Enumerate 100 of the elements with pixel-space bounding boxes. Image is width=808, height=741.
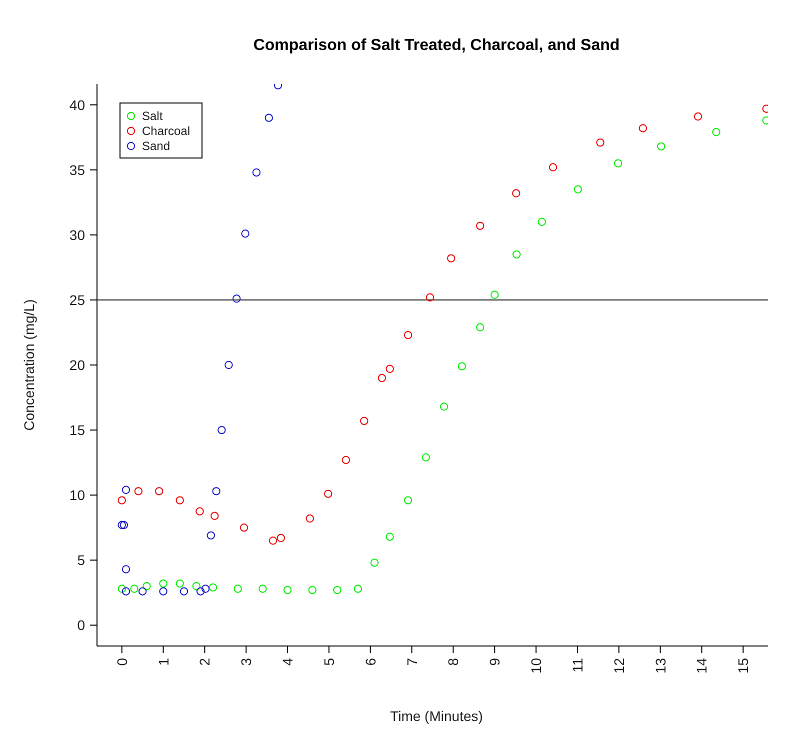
point [512,250,521,259]
y-tick-label: 5 [77,552,86,568]
point [458,362,466,370]
x-tick-label: 1 [155,658,172,666]
x-tick-label: 0 [114,658,130,666]
point [378,374,386,382]
x-tick-label: 9 [486,658,503,666]
point [657,142,666,151]
point [354,584,362,593]
point [122,587,130,596]
point [283,586,292,594]
point [120,520,128,530]
point [232,294,241,303]
point [196,587,205,596]
point [276,534,286,542]
point [212,487,220,496]
x-tick-label: 6 [362,658,378,666]
point [638,124,648,132]
point [476,323,484,332]
legend-label: Sand [142,139,170,153]
point [241,230,250,238]
point [386,364,394,374]
x-tick-label: 8 [445,658,462,666]
point [130,584,138,593]
point [548,163,558,172]
point [386,532,394,541]
point [118,584,126,593]
chart-title: Comparison of Salt Treated, Charcoal, and Sand [253,37,620,54]
point [122,486,130,494]
point [324,490,332,498]
point [404,330,412,340]
y-tick-label: 30 [69,226,86,243]
point [176,579,184,588]
x-tick-label: 13 [652,658,668,674]
y-tick-label: 25 [69,292,86,308]
point [201,584,210,593]
point [574,185,582,194]
y-tick-label: 40 [69,96,86,113]
y-tick-label: 20 [69,357,86,373]
point [596,138,604,147]
legend-label: Salt [142,109,164,123]
point [218,426,226,434]
point [490,290,499,299]
point [422,453,430,462]
point [196,507,204,516]
y-tick-label: 15 [69,422,86,438]
point [426,293,434,302]
point [206,531,216,540]
point [476,222,484,230]
point [306,514,314,523]
x-tick-label: 15 [735,658,752,674]
point [210,512,219,520]
legend-label: Charcoal [142,124,190,138]
point [538,218,546,226]
point [142,582,151,590]
y-tick-label: 35 [69,162,86,178]
point [176,496,184,504]
point [240,524,248,532]
y-axis-title: Concentration (mg/L) [21,299,37,431]
point [224,360,233,370]
point [360,416,368,426]
point [118,496,126,504]
x-tick-label: 11 [569,658,586,673]
point [208,583,218,592]
x-tick-label: 3 [238,658,254,666]
point [258,584,267,593]
point [155,487,164,496]
point [447,254,456,262]
x-tick-label: 7 [404,658,420,666]
point [370,558,379,567]
x-tick-label: 5 [320,658,337,666]
point [404,496,412,504]
x-tick-label: 4 [280,658,296,666]
point [342,456,350,464]
point [333,586,342,594]
y-tick-label: 0 [77,617,86,634]
point [234,584,242,593]
x-tick-label: 2 [196,658,213,666]
x-axis-title: Time (Minutes) [390,708,483,724]
point [268,536,278,545]
y-tick-label: 10 [69,487,86,504]
point [264,114,273,122]
point [138,587,147,596]
point [694,112,702,121]
point [614,159,622,168]
point [118,520,126,530]
point [712,128,720,136]
x-tick-label: 14 [694,658,710,674]
point [159,587,168,596]
x-tick-label: 10 [528,658,544,674]
point [440,402,448,411]
point [134,487,143,496]
point [192,582,201,590]
point [308,586,316,594]
point [122,565,130,574]
point [512,189,520,198]
point [180,587,188,596]
point [252,168,261,177]
point [159,579,168,588]
x-tick-label: 12 [610,658,627,674]
